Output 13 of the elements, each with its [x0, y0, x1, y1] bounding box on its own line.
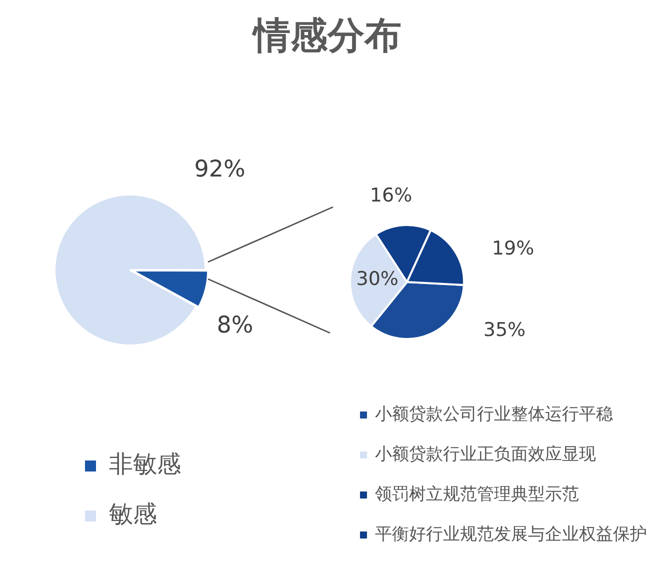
data-label: 92% — [194, 156, 246, 182]
data-label: 35% — [483, 318, 526, 341]
data-label: 30% — [356, 268, 398, 290]
text: 情感分布 — [250, 13, 402, 59]
legend-label: 平衡好行业规范发展与企业权益保护 — [375, 524, 647, 544]
data-label: 16% — [370, 184, 412, 206]
legend-label: 敏感 — [109, 500, 157, 528]
legend-label: 小额贷款公司行业整体运行平稳 — [375, 404, 613, 424]
legend-label: 领罚树立规范管理典型示范 — [375, 484, 579, 504]
data-label: 8% — [216, 312, 254, 339]
data-label: 19% — [492, 237, 534, 260]
legend-label: 非敏感 — [109, 450, 181, 478]
legend-label: 小额贷款行业正负面效应显现 — [375, 444, 596, 464]
